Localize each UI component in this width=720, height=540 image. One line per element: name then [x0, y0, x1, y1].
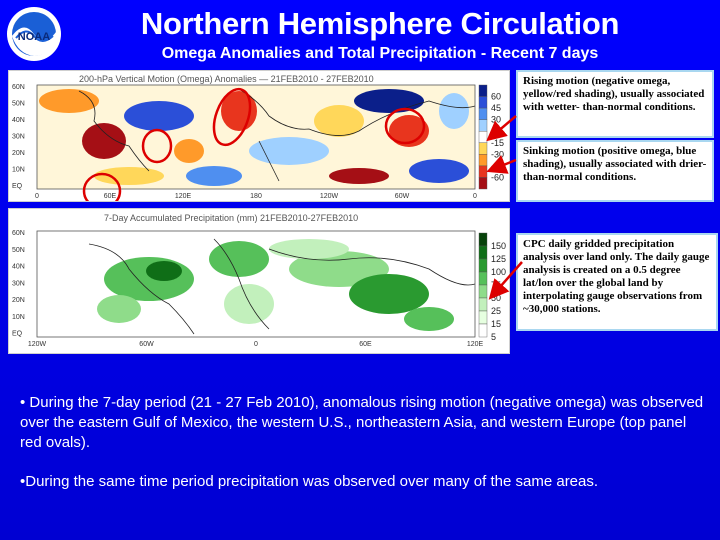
lat-label: EQ	[12, 183, 23, 190]
lon-label: 0	[35, 193, 39, 200]
lat-label: 20N	[12, 150, 25, 157]
omega-lat-labels: 60N 50N 40N 30N 20N 10N EQ	[12, 84, 25, 190]
colorbar-label: 50	[491, 293, 501, 303]
lat-label: 50N	[12, 100, 25, 107]
colorbar-label: -45	[491, 161, 504, 171]
colorbar-label: -60	[491, 172, 504, 182]
colorbar-swatch	[478, 245, 488, 260]
precip-lon-labels: 120W 60W 0 60E 120E	[28, 341, 484, 348]
colorbar-swatch	[478, 154, 488, 167]
colorbar-swatch	[478, 297, 488, 312]
precipitation-panel: 7-Day Accumulated Precipitation (mm) 21F…	[8, 208, 510, 354]
lon-label: 0	[473, 193, 477, 200]
colorbar-swatch	[478, 119, 488, 132]
omega-anomaly-blobs	[39, 89, 469, 186]
colorbar-label: 100	[491, 267, 506, 277]
lat-label: 10N	[12, 166, 25, 173]
omega-lon-labels: 0 60E 120E 180 120W 60W 0	[35, 193, 477, 200]
colorbar-swatch	[478, 84, 488, 97]
lat-label: 20N	[12, 297, 25, 304]
lon-label: 120E	[175, 193, 192, 200]
lat-label: 60N	[12, 84, 25, 91]
highlight-oval-west-us	[82, 172, 122, 201]
colorbar-label: 30	[491, 115, 501, 125]
bullet-list: • During the 7-day period (21 - 27 Feb 2…	[20, 393, 710, 492]
omega-map-title: 200-hPa Vertical Motion (Omega) Anomalie…	[79, 74, 374, 84]
highlight-oval-gulf-of-mexico	[141, 128, 173, 164]
colorbar-label: 45	[491, 103, 501, 113]
lat-label: 50N	[12, 247, 25, 254]
colorbar-label: 150	[491, 241, 506, 251]
colorbar-label: 5	[491, 332, 496, 342]
lon-label: 120E	[467, 341, 484, 348]
precip-map-title: 7-Day Accumulated Precipitation (mm) 21F…	[104, 213, 358, 223]
colorbar-label: 75	[491, 280, 501, 290]
lon-label: 60E	[359, 341, 372, 348]
lat-label: 40N	[12, 117, 25, 124]
highlight-oval-northeast-asia	[384, 107, 426, 145]
colorbar-swatch	[478, 96, 488, 109]
bullet-rising-motion: • During the 7-day period (21 - 27 Feb 2…	[20, 394, 704, 451]
omega-anomaly-panel: 200-hPa Vertical Motion (Omega) Anomalie…	[8, 70, 510, 202]
lon-label: 60W	[395, 193, 410, 200]
colorbar-swatch	[478, 142, 488, 155]
highlight-oval-western-europe	[212, 87, 252, 147]
lon-label: 60W	[139, 341, 154, 348]
colorbar-swatch	[478, 310, 488, 325]
precip-land-shading	[97, 239, 454, 331]
lon-label: 60E	[104, 193, 117, 200]
colorbar-label: 15	[491, 126, 501, 136]
colorbar-swatch	[478, 258, 488, 273]
colorbar-label: -15	[491, 138, 504, 148]
colorbar-swatch	[478, 107, 488, 120]
colorbar-swatch	[478, 165, 488, 178]
precip-coastlines	[88, 238, 476, 335]
omega-coastlines	[78, 88, 476, 182]
bullet-precipitation: •During the same time period precipitati…	[20, 473, 599, 490]
precip-colorbar: 150 125 100 75 50 25 15 5	[478, 232, 506, 342]
colorbar-swatch	[478, 284, 488, 299]
colorbar-swatch	[478, 177, 488, 190]
lon-label: 180	[250, 193, 262, 200]
lon-label: 120W	[320, 193, 339, 200]
slide-title: Northern Hemisphere Circulation	[140, 6, 620, 41]
colorbar-swatch	[478, 323, 488, 338]
callout-sinking-motion: Sinking motion (positive omega, blue sha…	[516, 140, 714, 202]
lon-label: 120W	[28, 341, 47, 348]
colorbar-label: 125	[491, 254, 506, 264]
colorbar-label: -30	[491, 149, 504, 159]
lat-label: 60N	[12, 230, 25, 237]
slide-subtitle: Omega Anomalies and Total Precipitation …	[161, 45, 599, 62]
noaa-logo-icon: NOAA	[7, 7, 61, 61]
lat-label: 30N	[12, 280, 25, 287]
colorbar-label: 60	[491, 92, 501, 102]
lat-label: 10N	[12, 314, 25, 321]
colorbar-swatch	[478, 271, 488, 286]
lat-label: 40N	[12, 264, 25, 271]
colorbar-swatch	[478, 232, 488, 247]
colorbar-label: 25	[491, 306, 501, 316]
colorbar-swatch	[478, 131, 488, 143]
lat-label: 30N	[12, 133, 25, 140]
precip-lat-labels: 60N 50N 40N 30N 20N 10N EQ	[12, 230, 25, 338]
callout-cpc-precipitation: CPC daily gridded precipitation analysis…	[516, 233, 718, 331]
logo-text: NOAA	[18, 31, 50, 43]
lat-label: EQ	[12, 331, 23, 338]
colorbar-label: 15	[491, 319, 501, 329]
lon-label: 0	[254, 341, 258, 348]
callout-rising-motion: Rising motion (negative omega, yellow/re…	[516, 70, 714, 138]
